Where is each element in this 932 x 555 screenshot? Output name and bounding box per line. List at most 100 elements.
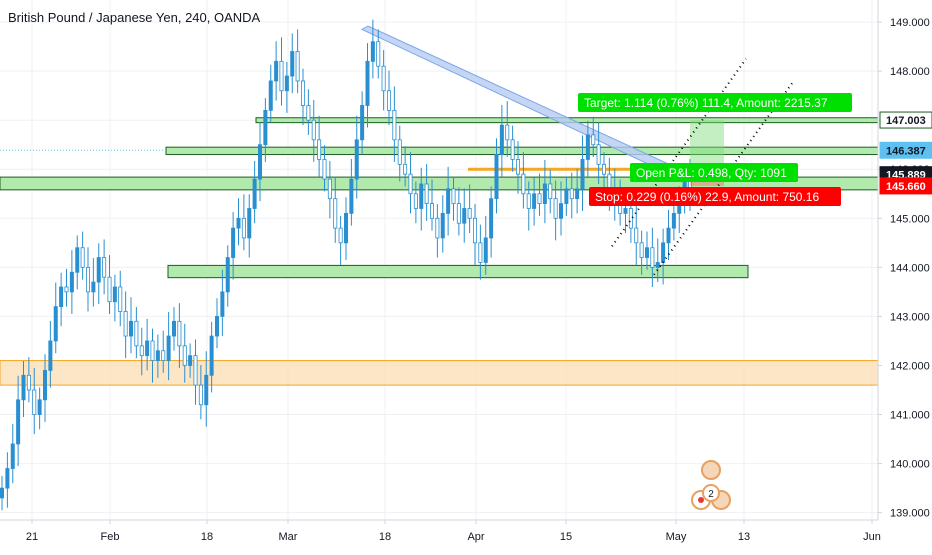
candle[interactable] [634, 227, 639, 244]
candle[interactable] [435, 217, 440, 239]
candle[interactable] [161, 350, 166, 361]
zone-zone-146[interactable] [165, 146, 879, 156]
candle[interactable] [193, 355, 198, 386]
candle[interactable] [284, 75, 289, 92]
candle[interactable] [290, 51, 295, 77]
candle[interactable] [408, 173, 413, 195]
candle[interactable] [32, 389, 37, 415]
uk-flag-icon[interactable] [701, 460, 721, 480]
candle[interactable] [59, 286, 64, 308]
candle[interactable] [155, 350, 160, 361]
candle[interactable] [327, 178, 332, 200]
candle[interactable] [338, 227, 343, 244]
candle[interactable] [607, 173, 612, 190]
candle[interactable] [596, 144, 601, 165]
candle[interactable] [392, 109, 397, 141]
candle[interactable] [118, 286, 123, 312]
candle[interactable] [429, 203, 434, 219]
candle[interactable] [413, 193, 418, 209]
candle[interactable] [128, 320, 133, 337]
candle[interactable] [456, 203, 461, 224]
candle[interactable] [322, 159, 327, 180]
candle[interactable] [489, 198, 494, 239]
candle[interactable] [462, 208, 467, 224]
candle[interactable] [440, 212, 445, 239]
open-pnl-label-box[interactable] [630, 163, 798, 182]
candle[interactable] [182, 345, 187, 366]
candle[interactable] [333, 198, 338, 229]
candle[interactable] [386, 90, 391, 111]
candle[interactable] [231, 227, 236, 258]
candle[interactable] [628, 208, 633, 229]
candle[interactable] [198, 384, 203, 406]
zone-demand-142[interactable] [0, 360, 879, 386]
candle[interactable] [376, 41, 381, 67]
candle[interactable] [252, 178, 257, 209]
candle[interactable] [349, 178, 354, 214]
candle[interactable] [650, 247, 655, 268]
candle[interactable] [220, 291, 225, 317]
candle[interactable] [623, 208, 628, 214]
candle[interactable] [257, 144, 262, 180]
candle[interactable] [419, 183, 424, 209]
candle[interactable] [639, 242, 644, 258]
candle[interactable] [204, 374, 209, 406]
candle[interactable] [53, 306, 58, 342]
candle[interactable] [214, 316, 219, 337]
candle[interactable] [505, 124, 510, 141]
candle[interactable] [107, 276, 112, 303]
candle[interactable] [381, 65, 386, 92]
candle[interactable] [553, 198, 558, 219]
candle[interactable] [467, 208, 472, 219]
candle[interactable] [575, 188, 580, 200]
dotted-trendline-upper[interactable] [611, 58, 747, 247]
candle[interactable] [424, 183, 429, 204]
zone-support-144[interactable] [167, 264, 749, 279]
candle[interactable] [5, 468, 10, 489]
candle[interactable] [139, 345, 144, 357]
candle[interactable] [80, 247, 85, 268]
candle[interactable] [521, 173, 526, 195]
candle[interactable] [585, 134, 590, 160]
candle[interactable] [311, 119, 316, 141]
candle[interactable] [478, 242, 483, 263]
candle[interactable] [526, 193, 531, 209]
candle[interactable] [446, 188, 451, 214]
candle[interactable] [360, 105, 365, 141]
candle[interactable] [343, 212, 348, 244]
candle[interactable] [403, 163, 408, 175]
candle[interactable] [295, 51, 300, 82]
candle[interactable] [274, 60, 279, 82]
candle[interactable] [247, 208, 252, 239]
candle[interactable] [37, 399, 42, 415]
candle[interactable] [263, 109, 268, 146]
candle[interactable] [300, 80, 305, 106]
candle[interactable] [451, 188, 456, 204]
candle[interactable] [317, 139, 322, 160]
candle[interactable] [26, 374, 31, 391]
candle[interactable] [370, 41, 375, 62]
candle[interactable] [0, 487, 4, 499]
target-label-box[interactable] [578, 93, 852, 112]
candle[interactable] [591, 134, 596, 146]
candle[interactable] [10, 443, 15, 469]
candle[interactable] [532, 193, 537, 209]
candle[interactable] [655, 262, 660, 268]
candle[interactable] [268, 80, 273, 111]
candle[interactable] [499, 124, 504, 155]
event-badge[interactable] [702, 484, 720, 502]
candle[interactable] [91, 281, 96, 293]
candle[interactable] [397, 139, 402, 165]
candle[interactable] [645, 247, 650, 258]
candle[interactable] [365, 60, 370, 106]
candle[interactable] [279, 60, 284, 92]
candle[interactable] [188, 355, 193, 366]
candle[interactable] [112, 286, 117, 303]
candle[interactable] [177, 320, 182, 347]
candle[interactable] [150, 340, 155, 361]
candle[interactable] [64, 286, 69, 293]
candle[interactable] [166, 335, 171, 361]
candle[interactable] [354, 139, 359, 180]
